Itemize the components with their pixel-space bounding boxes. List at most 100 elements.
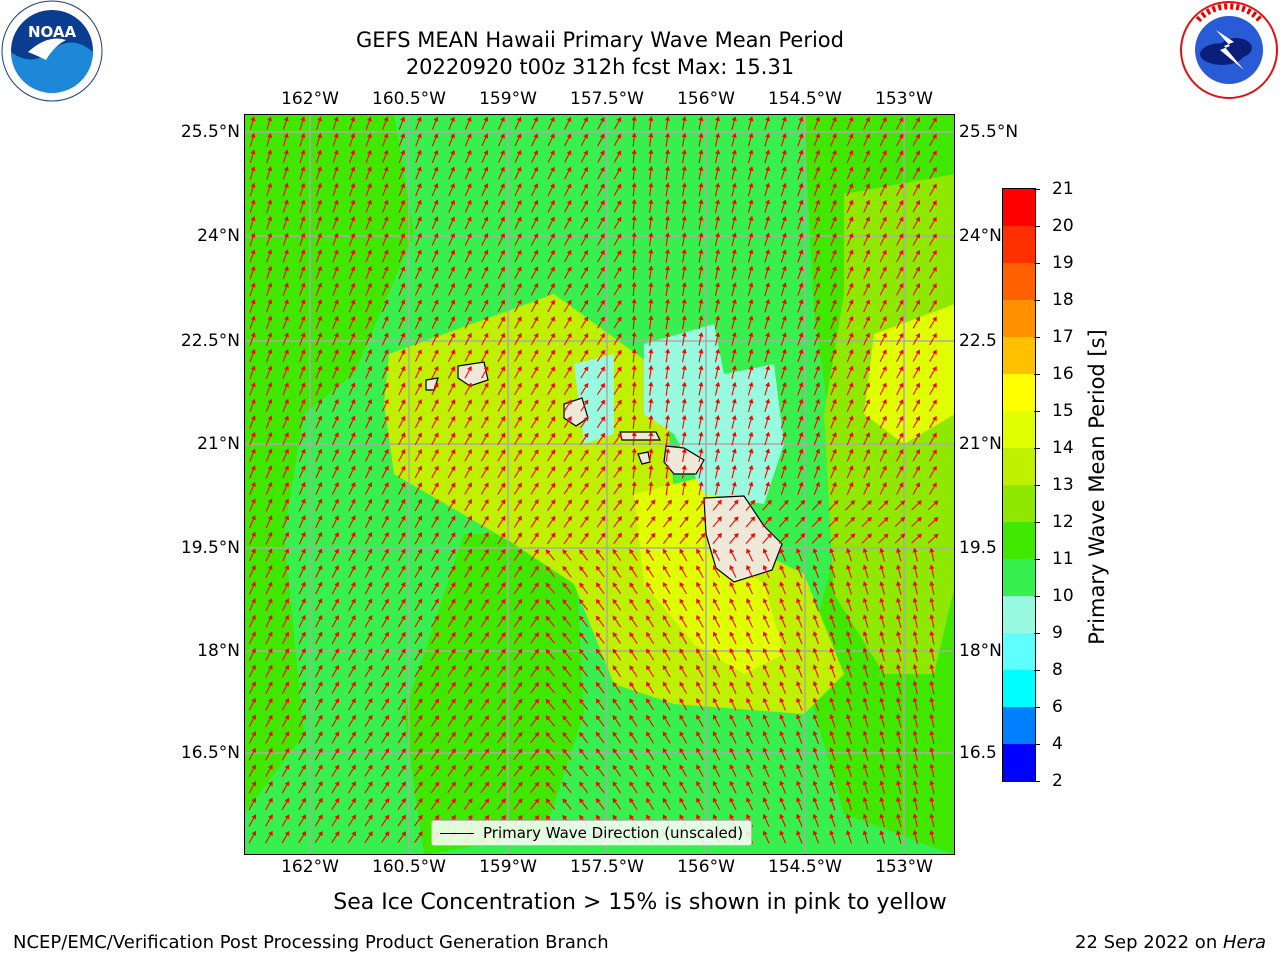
direction-arrow [430,681,439,694]
direction-arrow [265,764,273,777]
direction-arrow [397,665,406,678]
direction-arrow [912,713,918,728]
direction-arrow [464,299,472,313]
direction-arrow [513,681,523,694]
direction-arrow [878,533,889,544]
direction-arrow [265,797,273,811]
direction-arrow [762,581,770,595]
direction-arrow [613,166,622,180]
direction-arrow [681,331,687,346]
direction-arrow [266,315,273,330]
direction-arrow [282,365,289,379]
direction-arrow [613,233,622,246]
direction-arrow [731,315,737,330]
direction-arrow [796,730,803,744]
direction-arrow [448,166,455,180]
direction-arrow [431,266,439,280]
direction-arrow [480,449,489,462]
lon-label-bottom: 159°W [479,857,537,877]
hawaii-islands [425,361,783,583]
direction-arrow [764,282,771,296]
direction-arrow [863,266,871,280]
direction-arrow [530,282,539,296]
direction-arrow [530,432,539,445]
direction-arrow [929,730,935,745]
direction-arrow [912,730,918,745]
direction-arrow [648,248,654,263]
direction-arrow [828,533,839,544]
direction-arrow [265,432,273,446]
direction-arrow [464,432,472,445]
direction-arrow [631,265,637,280]
direction-arrow [696,581,704,595]
direction-arrow [595,598,605,611]
direction-arrow [795,516,806,528]
direction-arrow [779,647,787,661]
direction-arrow [316,116,322,130]
direction-arrow [265,531,273,545]
direction-arrow [464,648,473,661]
direction-arrow [862,564,869,579]
direction-arrow [863,448,871,462]
direction-arrow [747,298,754,313]
direction-arrow [797,199,804,213]
direction-arrow [579,665,589,677]
direction-arrow [747,116,754,130]
direction-arrow [664,448,671,463]
direction-arrow [764,149,771,164]
direction-arrow [266,199,273,213]
direction-arrow [381,531,389,545]
direction-arrow [862,713,869,728]
direction-arrow [331,565,339,578]
direction-arrow [813,398,821,412]
direction-arrow [497,632,506,644]
direction-arrow [480,631,489,644]
direction-arrow [281,664,290,678]
direction-arrow [779,830,787,844]
direction-arrow [414,698,423,711]
direction-arrow [562,565,572,578]
direction-arrow [780,315,787,330]
direction-arrow [381,548,389,562]
direction-arrow [530,515,539,528]
direction-arrow [331,448,339,462]
direction-arrow [497,482,506,495]
direction-arrow [929,482,937,495]
direction-arrow [331,531,339,545]
legend-label: Primary Wave Direction (unscaled) [483,824,744,842]
direction-arrow [912,283,920,296]
direction-arrow [664,414,671,429]
direction-arrow [497,266,505,279]
direction-arrow [299,216,306,230]
direction-arrow [731,249,737,263]
direction-arrow [397,781,406,794]
direction-arrow [780,481,787,496]
direction-arrow [912,581,918,595]
direction-arrow [712,747,721,761]
direction-arrow [464,365,472,379]
direction-arrow [764,431,771,446]
direction-arrow [547,349,555,362]
direction-arrow [332,166,339,180]
direction-arrow [314,681,323,694]
direction-arrow [447,582,456,595]
direction-arrow [513,765,523,777]
direction-arrow [331,747,340,761]
direction-arrow [595,615,605,628]
direction-arrow [830,398,837,412]
colorbar-segment [1003,337,1035,375]
direction-arrow [545,698,556,710]
direction-arrow [595,632,605,644]
direction-arrow [896,630,902,645]
direction-arrow [530,465,539,478]
colorbar-tick-label: 18 [1052,290,1074,310]
direction-arrow [480,399,489,412]
direction-arrow [612,715,622,727]
direction-arrow [696,780,704,794]
direction-arrow [348,265,356,280]
direction-arrow [514,349,522,362]
direction-arrow [813,415,821,429]
lat-label-left: 21°N [197,434,240,454]
lat-label-right: 19.5 [959,538,997,558]
direction-arrow [266,249,273,263]
